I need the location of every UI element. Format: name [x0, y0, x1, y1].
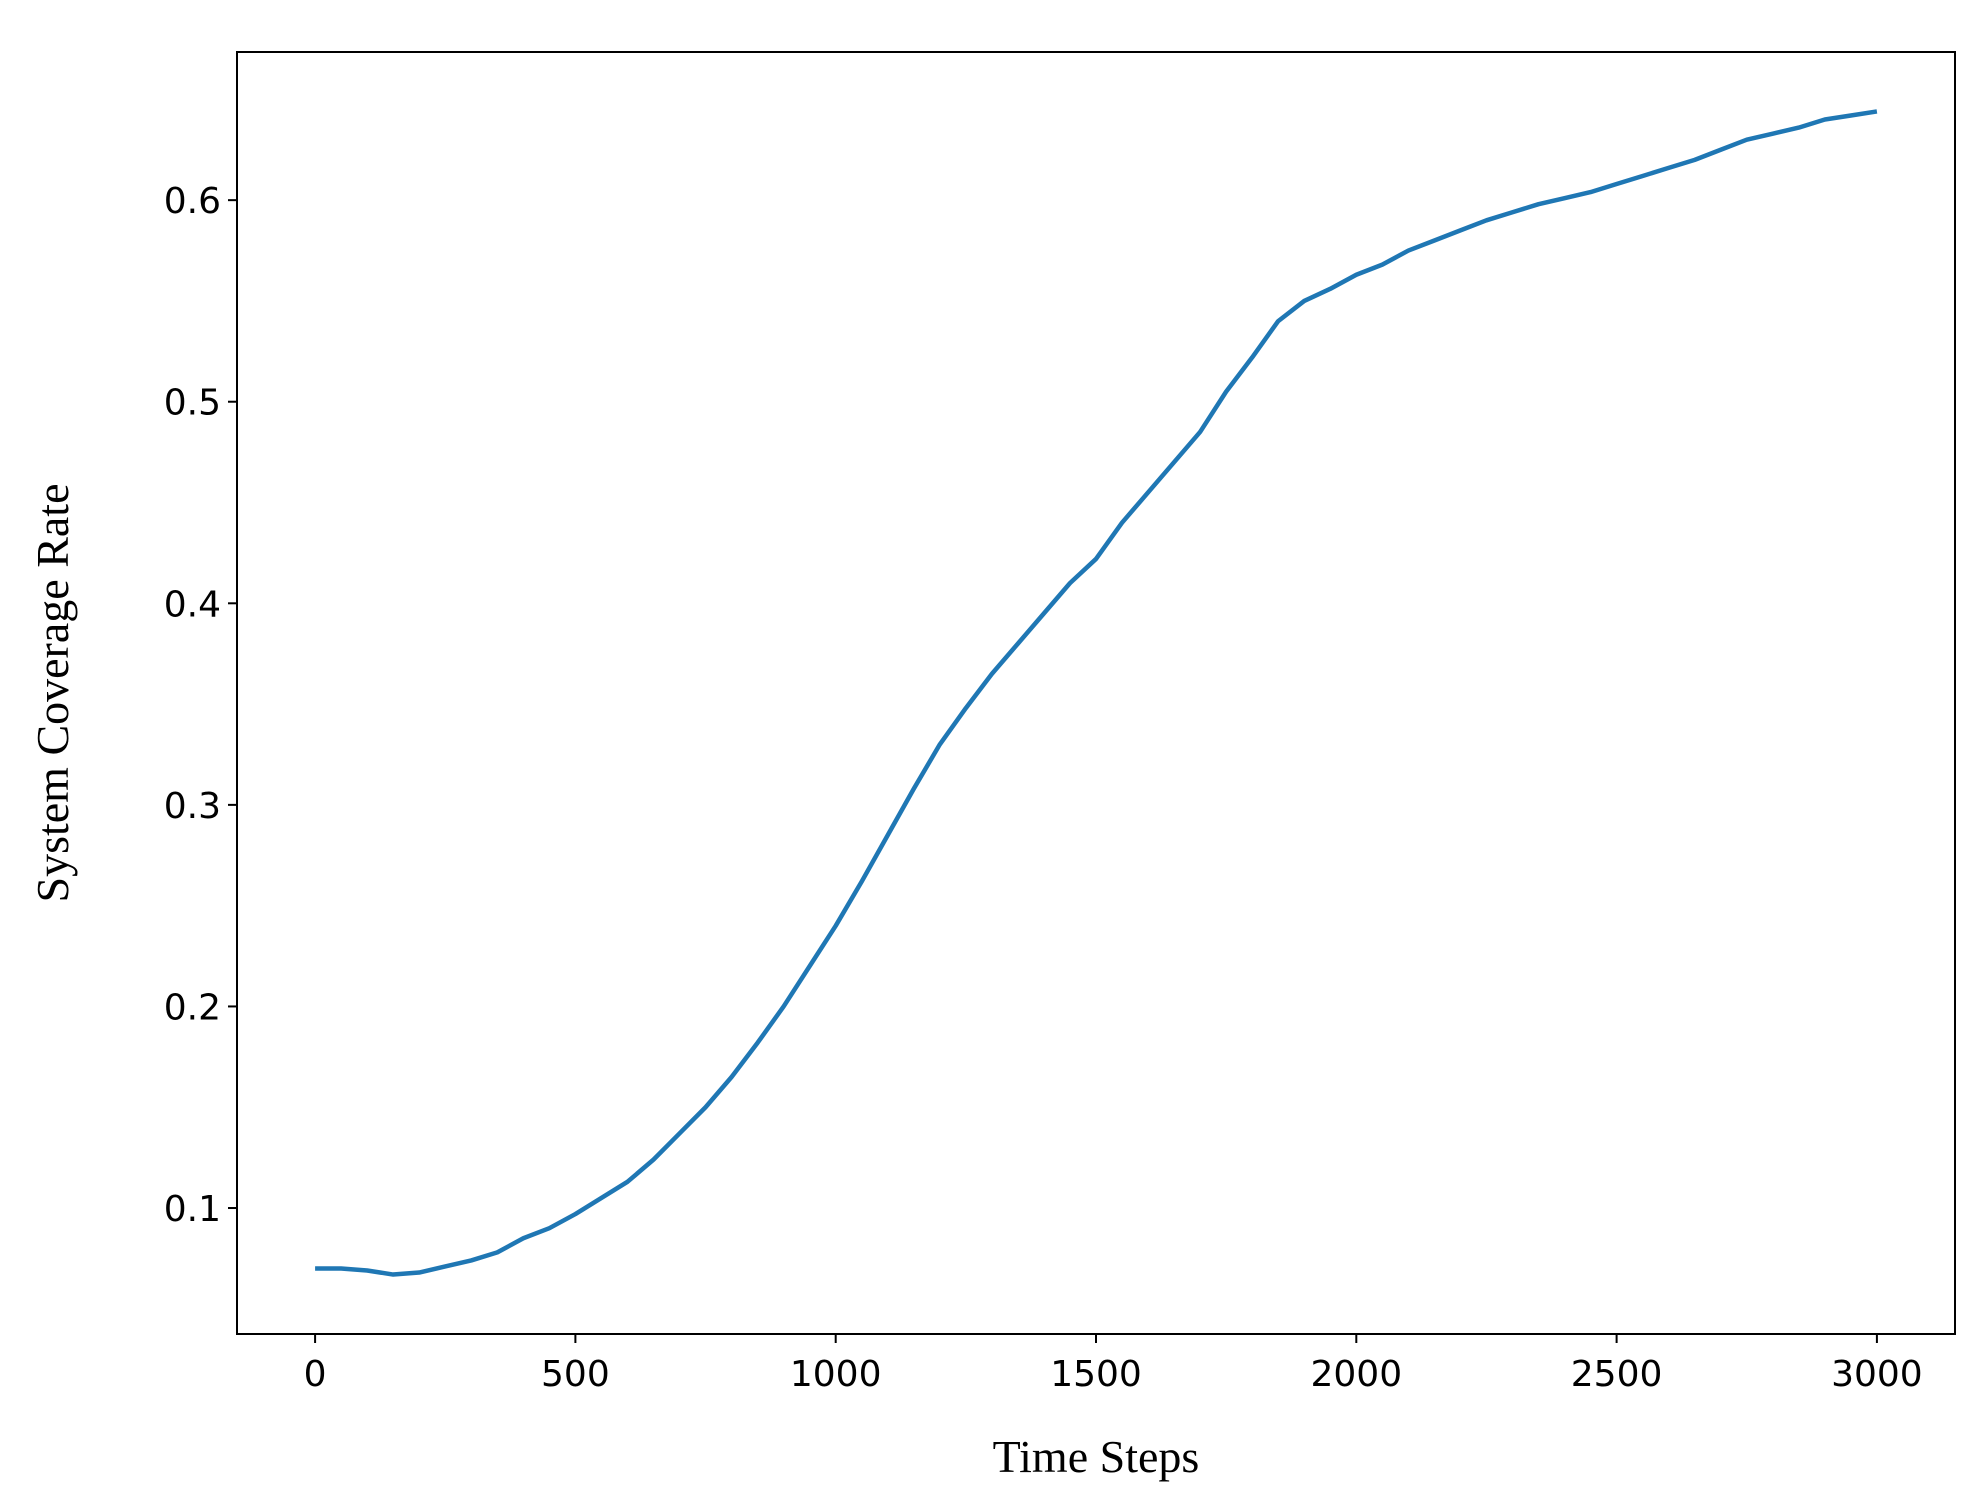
x-tick-label: 1000: [790, 1354, 882, 1395]
x-tick-label: 2000: [1310, 1354, 1402, 1395]
x-tick-label: 2500: [1571, 1354, 1663, 1395]
x-tick-label: 3000: [1831, 1354, 1923, 1395]
y-tick-label: 0.2: [164, 987, 221, 1028]
x-tick-label: 0: [304, 1354, 327, 1395]
x-tick-label: 500: [541, 1354, 610, 1395]
x-tick-label: 1500: [1050, 1354, 1142, 1395]
y-tick-label: 0.3: [164, 786, 221, 827]
y-axis-label: System Coverage Rate: [27, 483, 78, 902]
y-tick-label: 0.5: [164, 383, 221, 424]
y-tick-label: 0.1: [164, 1189, 221, 1230]
data-line: [315, 109, 1878, 1277]
y-tick-label: 0.6: [164, 181, 221, 222]
y-tick-label: 0.4: [164, 584, 221, 625]
x-axis-label: Time Steps: [993, 1431, 1200, 1482]
plot-frame: [236, 51, 1956, 1335]
